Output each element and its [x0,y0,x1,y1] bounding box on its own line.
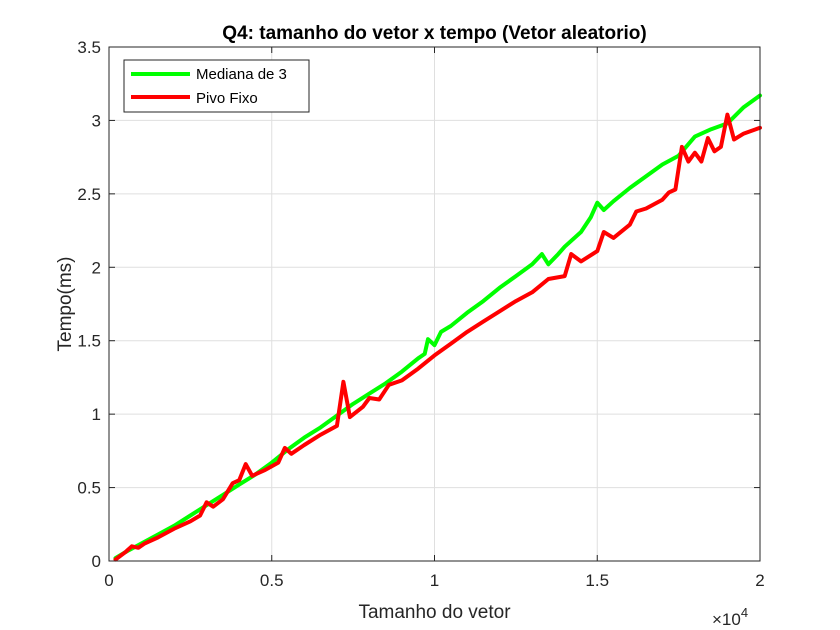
series-line-1 [113,112,762,562]
y-tick-label-7: 3.5 [77,38,101,57]
y-tick-label-5: 2.5 [77,185,101,204]
series-layer [113,93,762,562]
series-line-0 [113,93,762,561]
x-tick-label-3: 1.5 [585,571,609,590]
legend-box [123,59,310,113]
legend-label-mediana: Mediana de 3 [196,66,287,83]
y-tick-label-0: 0 [92,552,101,571]
x-exponent-label: ×104 [712,605,748,629]
x-tick-label-4: 2 [755,571,764,590]
y-tick-label-3: 1.5 [77,332,101,351]
legend-label-pivo: Pivo Fixo [196,90,258,107]
x-axis-title: Tamanho do vetor [358,602,511,623]
y-tick-label-6: 3 [92,111,101,130]
legend: Mediana de 3 Pivo Fixo [123,59,310,113]
x-tick-label-2: 1 [430,571,439,590]
y-tick-label-2: 1 [92,405,101,424]
y-tick-label-4: 2 [92,258,101,277]
y-axis-title: Tempo(ms) [55,256,76,351]
x-tick-label-0: 0 [104,571,113,590]
chart-title: Q4: tamanho do vetor x tempo (Vetor alea… [222,23,646,44]
y-tick-label-1: 0.5 [77,479,101,498]
ticks: 0 0.5 1 1.5 2 0 0.5 1 1.5 2 2.5 3 3.5 [77,38,764,590]
x-tick-label-1: 0.5 [260,571,284,590]
